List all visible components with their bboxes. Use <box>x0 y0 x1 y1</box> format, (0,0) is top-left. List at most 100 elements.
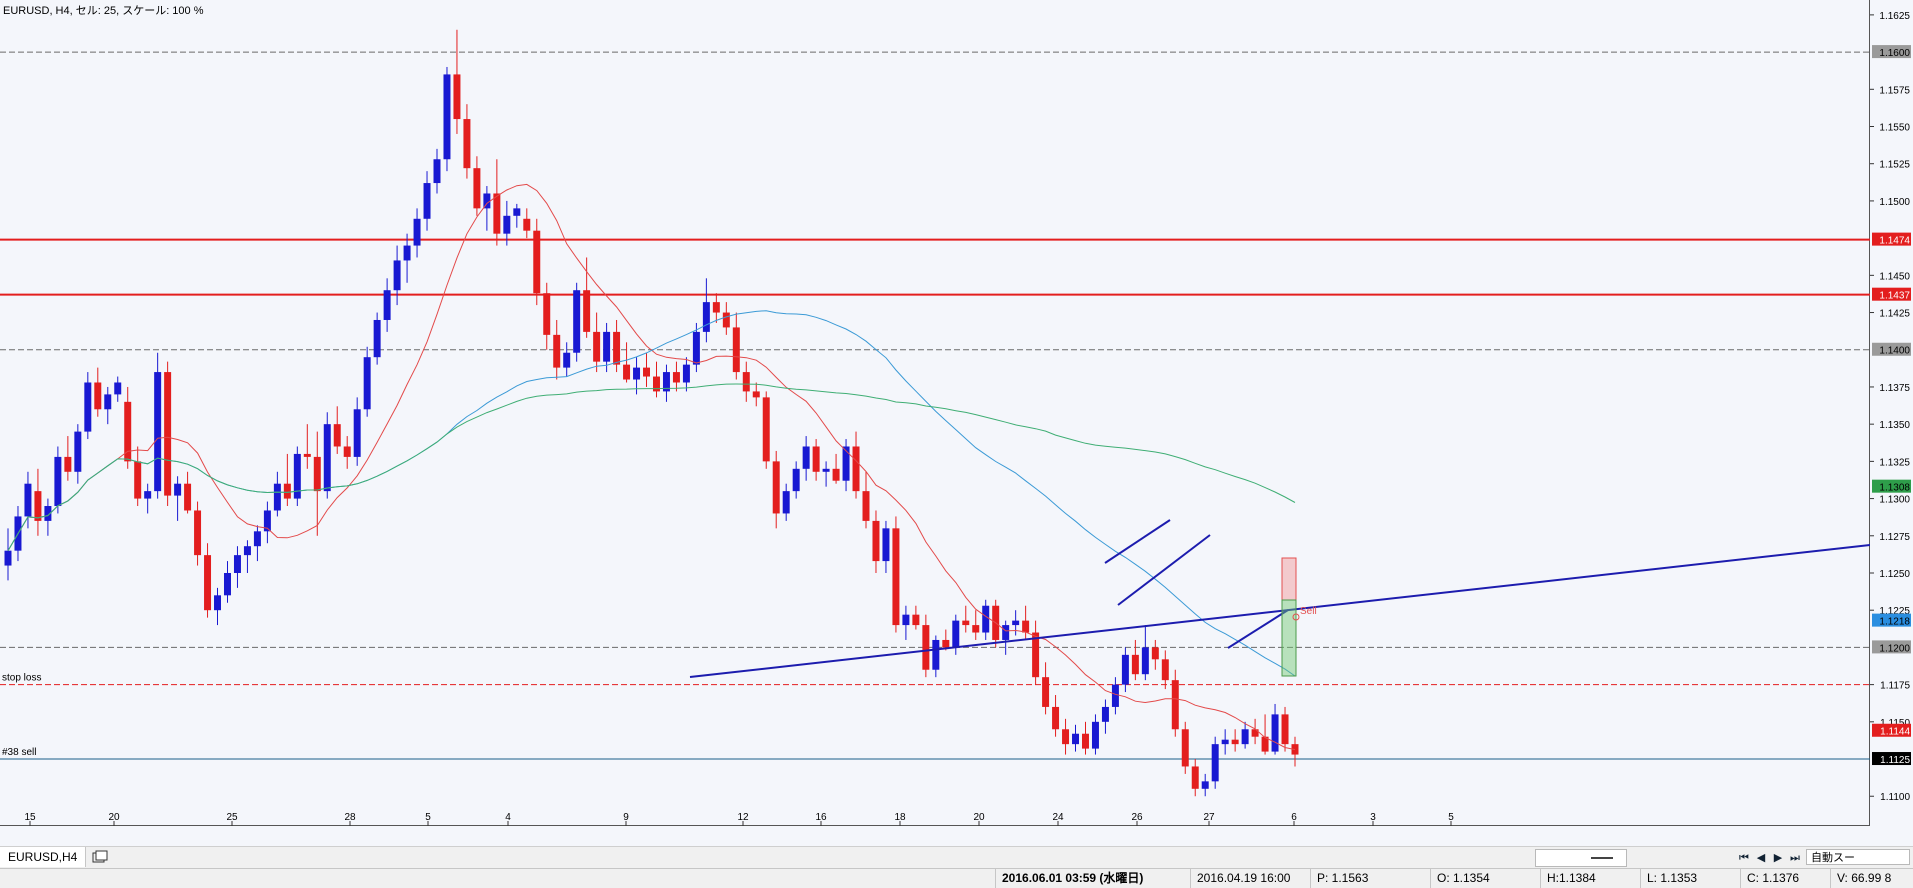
scroll-right-icon[interactable]: ▶ <box>1773 852 1783 864</box>
chart-plot-area[interactable]: stop loss #38 sell Sell 15 20 25 28 5 4 9 12 16 18 20… <box>0 0 1870 826</box>
scroll-start-icon[interactable]: ⏮ <box>1739 852 1749 864</box>
chart-scrollbar[interactable] <box>1535 849 1627 867</box>
price-label-text: 1.1308 <box>1879 483 1910 494</box>
candle-body <box>154 372 162 492</box>
y-tick-label: 1.1575 <box>1879 85 1910 96</box>
status-bar: 2016.06.01 03:59 (水曜日) 2016.04.19 16:00 … <box>0 868 1913 888</box>
y-tick-label: 1.1250 <box>1879 569 1910 580</box>
scroll-left-icon[interactable]: ◀ <box>1756 852 1766 864</box>
candle-body <box>493 193 501 234</box>
candle-body <box>583 290 591 332</box>
price-label-box <box>1872 640 1911 654</box>
candle-body <box>1241 729 1249 745</box>
candle-body <box>393 260 401 291</box>
status-close: C: 1.1376 <box>1740 869 1799 888</box>
y-tick-label: 1.1375 <box>1879 383 1910 394</box>
candle-body <box>1101 706 1109 722</box>
candle-body <box>323 424 331 492</box>
candle-body <box>1231 739 1239 745</box>
price-label-text: 1.1437 <box>1879 291 1910 302</box>
candle-body <box>1131 654 1139 675</box>
candle-body <box>892 528 900 626</box>
x-tick-label: 3 <box>1370 812 1376 823</box>
candle-body <box>413 218 421 246</box>
candle-body <box>433 159 441 184</box>
candle-body <box>1281 714 1289 745</box>
candle-body <box>194 510 202 556</box>
candle-body <box>523 218 531 231</box>
price-label-box <box>1872 479 1911 493</box>
trendline-1 <box>1104 519 1171 564</box>
x-tick-label: 15 <box>24 812 36 823</box>
candle-body <box>912 614 920 626</box>
candle-body <box>1171 680 1179 730</box>
candle-body <box>214 595 222 611</box>
candle-body <box>44 506 52 521</box>
tab-eurusd-h4[interactable]: EURUSD,H4 <box>0 847 87 867</box>
candle-body <box>952 620 960 648</box>
candle-body <box>772 461 780 514</box>
price-label-text: 1.1400 <box>1879 346 1910 357</box>
candle-body <box>104 394 112 410</box>
auto-scroll-button[interactable]: 自動スー <box>1806 849 1910 865</box>
candle-body <box>144 491 152 499</box>
candle-body <box>4 550 12 566</box>
ma-long-line <box>7 383 1296 551</box>
x-tick-label: 6 <box>1291 812 1297 823</box>
candle-body <box>293 453 301 499</box>
candle-body <box>1052 706 1060 730</box>
candle-body <box>383 290 391 320</box>
candle-body <box>553 334 561 368</box>
candle-body <box>423 183 431 219</box>
candlestick-chart[interactable]: stop loss #38 sell Sell 15 20 25 28 5 4 9 12 16 18 20… <box>0 0 1870 826</box>
price-label-text: 1.1144 <box>1880 727 1910 738</box>
price-axis[interactable]: 1.1625 1.1600 1.1575 1.1550 1.1525 1.1500 1.14… <box>1870 0 1913 826</box>
candle-body <box>253 531 261 547</box>
candle-body <box>533 230 541 294</box>
hline-label-5: stop loss <box>2 673 41 684</box>
candle-body <box>942 639 950 648</box>
trendline-2 <box>1117 534 1211 606</box>
price-axis-labels: 1.1625 1.1600 1.1575 1.1550 1.1525 1.1500 1.14… <box>1870 11 1911 803</box>
candle-body <box>124 401 132 462</box>
candle-body <box>722 312 730 328</box>
x-tick-label: 20 <box>973 812 985 823</box>
candle-body <box>54 456 62 507</box>
x-tick-label: 25 <box>226 812 238 823</box>
candle-body <box>1211 744 1219 782</box>
candle-body <box>882 528 890 562</box>
candle-body <box>114 382 122 395</box>
candle-body <box>1111 684 1119 707</box>
candle-body <box>273 483 281 511</box>
candle-body <box>74 431 82 472</box>
candle-body <box>453 74 461 120</box>
y-tick-label: 1.1625 <box>1879 11 1910 22</box>
candle-body <box>932 639 940 670</box>
price-label-text: 1.1474 <box>1879 236 1910 247</box>
candle-body <box>852 446 860 492</box>
window-icon[interactable] <box>92 850 108 864</box>
x-tick-label: 4 <box>505 812 511 823</box>
y-tick-label: 1.1150 <box>1880 718 1910 729</box>
x-tick-label: 27 <box>1203 812 1215 823</box>
candle-body <box>862 491 870 521</box>
x-tick-label: 18 <box>894 812 906 823</box>
y-tick-label: 1.1525 <box>1879 160 1910 171</box>
chart-header: EURUSD, H4, セル: 25, スケール: 100 % <box>3 5 204 17</box>
candle-body <box>613 331 621 365</box>
candle-body <box>1151 647 1159 660</box>
candle-body <box>403 245 411 261</box>
candle-body <box>223 572 231 596</box>
x-tick-label: 20 <box>108 812 120 823</box>
candle-body <box>34 491 42 521</box>
candle-body <box>443 74 451 160</box>
price-label-box <box>1872 613 1911 627</box>
y-tick-label: 1.1100 <box>1880 792 1910 803</box>
scroll-end-icon[interactable]: ⏭ <box>1790 852 1800 864</box>
status-datetime: 2016.06.01 03:59 (水曜日) <box>995 869 1143 888</box>
take-profit-zone <box>1281 599 1297 677</box>
candle-body <box>1042 677 1050 707</box>
candle-body <box>752 391 760 398</box>
candle-body <box>1251 729 1259 737</box>
candle-body <box>513 208 521 216</box>
